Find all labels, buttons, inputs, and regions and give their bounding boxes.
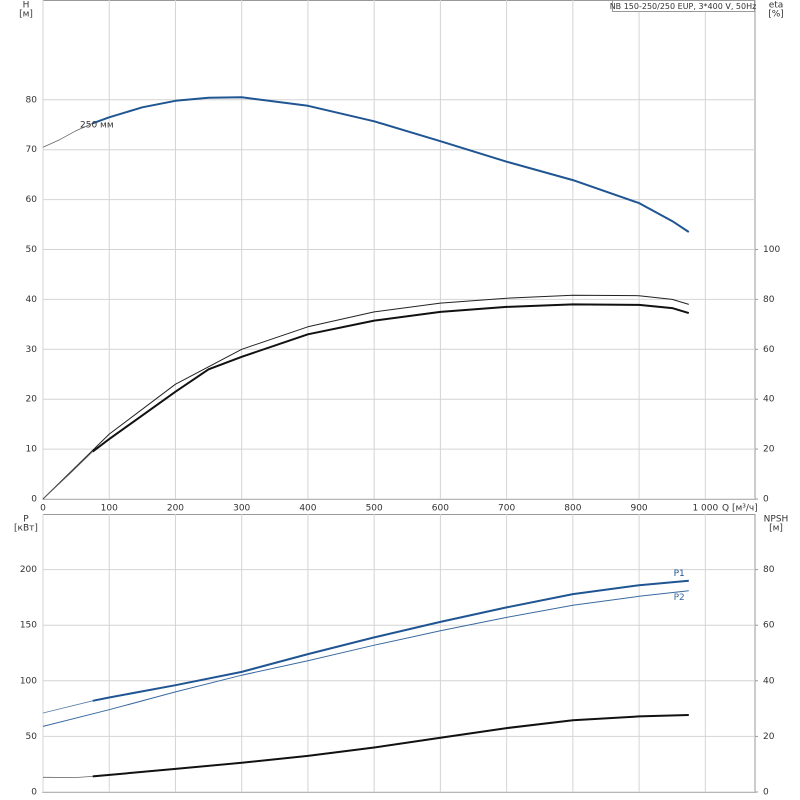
y-tick-label: 40 [26,295,38,305]
y-tick-label: 30 [26,345,38,355]
y2-tick-label: 60 [763,345,775,355]
y2-axis-unit: [%] [768,10,784,20]
curve [42,700,93,714]
y-axis-label: H [23,1,30,11]
y-axis-unit: [кВт] [14,524,38,534]
y-tick-label: 150 [20,621,37,631]
curve-annotation: 250 мм [80,121,114,131]
curve-label: P1 [674,569,685,579]
y2-tick-label: 40 [763,395,775,405]
y-tick-label: 80 [26,95,38,105]
x-tick-label: 900 [630,504,647,514]
y2-tick-label: 0 [763,495,769,505]
curve [42,294,689,500]
y-tick-label: 200 [20,565,37,575]
plot-frame [42,514,756,793]
y-tick-label: 100 [20,676,37,686]
curve [92,579,689,702]
curve [42,776,93,778]
y-tick-label: 70 [26,145,38,155]
title-box [612,0,755,12]
y-tick-label: 0 [31,788,37,798]
y2-tick-label: 20 [763,732,775,742]
y2-axis-label: eta [769,1,784,11]
x-tick-label: 400 [299,504,316,514]
x-tick-label: 300 [233,504,250,514]
y-tick-label: 0 [31,495,37,505]
y2-tick-label: 80 [763,565,775,575]
y-tick-label: 10 [26,445,38,455]
curve-label: P2 [674,593,685,603]
y-tick-label: 50 [26,732,38,742]
y-tick-label: 20 [26,395,38,405]
x-tick-label: 0 [40,504,46,514]
x-axis-label: Q [м³/ч] [722,504,758,514]
y-axis-unit: [м] [19,10,33,20]
y2-axis-label: NPSH [764,515,789,525]
x-tick-label: 1 000 [692,504,718,514]
y-tick-label: 60 [26,195,38,205]
y2-tick-label: 100 [763,245,780,255]
curve [92,303,690,453]
y2-tick-label: 80 [763,295,775,305]
curve [92,714,689,778]
x-tick-label: 800 [564,504,581,514]
x-tick-label: 700 [498,504,515,514]
x-tick-label: 100 [101,504,118,514]
curve [42,122,93,148]
y2-tick-label: 60 [763,621,775,631]
y2-tick-label: 20 [763,445,775,455]
y2-axis-unit: [м] [769,524,783,534]
chart-title: NB 150-250/250 EUP, 3*400 V, 50Hz [610,2,757,11]
curve [42,451,93,500]
x-tick-label: 500 [366,504,383,514]
y2-tick-label: 0 [763,788,769,798]
x-tick-label: 600 [432,504,449,514]
curve [42,590,689,727]
y-axis-label: P [23,515,29,525]
x-tick-label: 200 [167,504,184,514]
y2-tick-label: 40 [763,676,775,686]
y-tick-label: 50 [26,245,38,255]
curve [92,96,690,233]
